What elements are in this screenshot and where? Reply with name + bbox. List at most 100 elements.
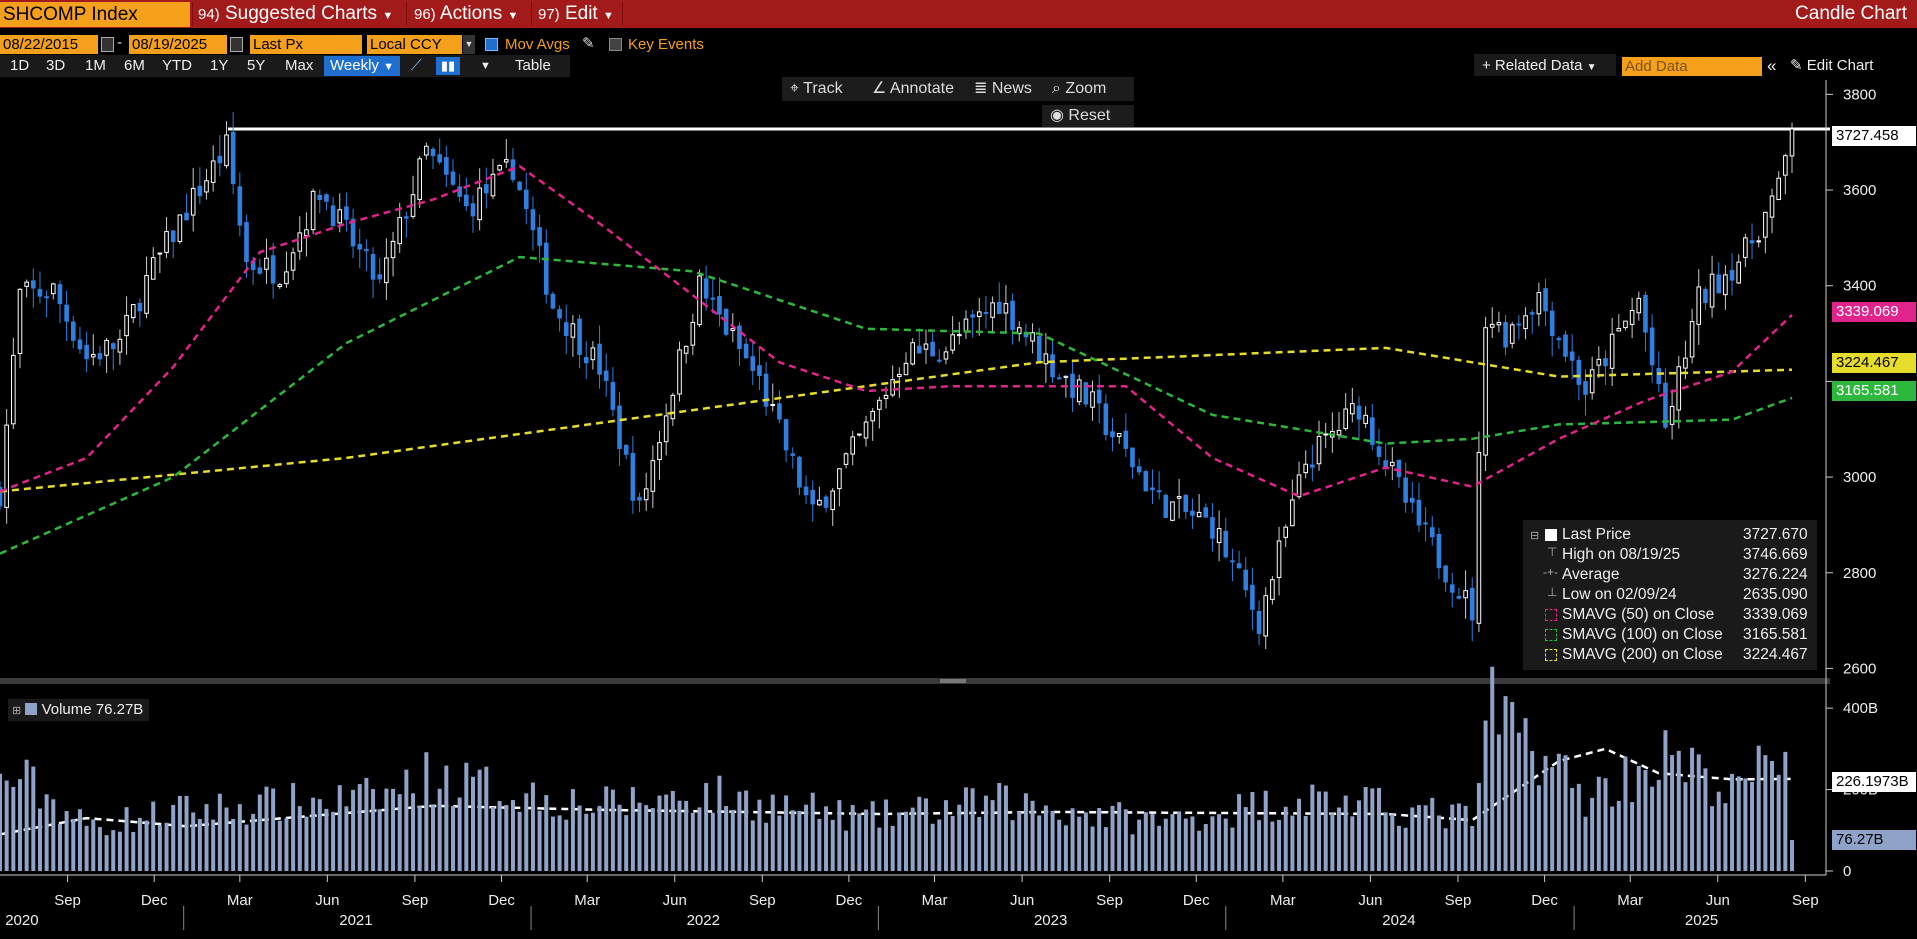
related-data-button[interactable]: + Related Data ▼: [1482, 56, 1597, 76]
period-max[interactable]: Max: [285, 57, 314, 74]
volume-last-tag: 76.27B: [1832, 830, 1916, 850]
candle-body: [1256, 611, 1262, 634]
period-5y[interactable]: 5Y: [247, 57, 266, 74]
candle-chart-icon[interactable]: ▮▮: [436, 57, 460, 75]
candle-body: [1543, 288, 1548, 312]
reset-button[interactable]: ◉ Reset: [1042, 105, 1134, 127]
candle-body: [863, 421, 869, 439]
x-tick-label: Jun: [1010, 892, 1034, 909]
mov-avgs-checkbox[interactable]: [485, 38, 498, 56]
sma100-tag: 3165.581: [1832, 381, 1916, 401]
track-button[interactable]: ⌖ Track: [782, 77, 878, 101]
volume-bar: [1077, 816, 1082, 871]
volume-bar: [337, 785, 342, 871]
caret-down-icon[interactable]: ▼: [463, 35, 475, 54]
news-button[interactable]: ≣ News: [966, 77, 1058, 101]
x-tick-label: Dec: [488, 892, 515, 909]
volume-bar: [864, 809, 869, 871]
candle-body: [437, 154, 442, 163]
candle-body: [1749, 240, 1755, 244]
menu-label: Actions: [439, 3, 503, 24]
field-select[interactable]: Last Px: [250, 35, 362, 54]
volume-swatch: [25, 703, 38, 715]
volume-bar: [1716, 791, 1721, 871]
volume-bar: [351, 789, 356, 871]
line-chart-icon[interactable]: ⟋: [411, 57, 422, 74]
mov-avgs-label[interactable]: Mov Avgs: [505, 36, 570, 53]
volume-bar: [1590, 797, 1595, 871]
candle-body: [1529, 312, 1535, 315]
candle-body: [1509, 324, 1515, 344]
volume-bar: [1676, 750, 1681, 871]
zoom-button[interactable]: ⌕ Zoom: [1044, 77, 1134, 101]
frequency-select[interactable]: Weekly ▼: [324, 56, 400, 76]
volume-bar: [1616, 800, 1621, 871]
candle-body: [1469, 587, 1475, 621]
volume-bar: [197, 818, 202, 871]
candle-body: [910, 342, 915, 365]
period-6m[interactable]: 6M: [124, 57, 145, 74]
period-ytd[interactable]: YTD: [162, 57, 192, 74]
news-label: News: [991, 80, 1032, 97]
period-1m[interactable]: 1M: [85, 57, 106, 74]
sma50-line: [0, 164, 1793, 498]
candle-body: [197, 185, 203, 197]
volume-bar: [157, 824, 162, 871]
ticker-field[interactable]: SHCOMP Index: [0, 2, 190, 27]
currency-select[interactable]: Local CCY: [367, 35, 462, 54]
volume-bar: [31, 766, 36, 871]
start-date-input[interactable]: 08/22/2015: [0, 35, 98, 54]
candle-body: [1429, 527, 1435, 538]
volume-bar: [757, 799, 762, 871]
candle-body: [37, 289, 43, 297]
volume-y-tick-label: 0: [1843, 863, 1851, 880]
period-1y[interactable]: 1Y: [210, 57, 229, 74]
candle-body: [1523, 315, 1528, 330]
edit-chart-button[interactable]: ✎ Edit Chart: [1790, 56, 1873, 76]
volume-bar: [697, 807, 702, 871]
key-events-label[interactable]: Key Events: [628, 36, 704, 53]
y-tick-label: 3400: [1843, 278, 1876, 295]
edit-menu[interactable]: 97) Edit ▼: [538, 0, 614, 28]
candle-body: [1210, 517, 1215, 539]
volume-bar: [1416, 805, 1421, 871]
expand-icon[interactable]: ⊞: [12, 705, 22, 717]
volume-bar: [897, 812, 902, 871]
last-price-tag: 3727.458: [1832, 126, 1916, 146]
end-date-input[interactable]: 08/19/2025: [129, 35, 227, 54]
caret-down-icon: ▼: [1586, 62, 1597, 73]
caret-down-icon[interactable]: ▼: [480, 60, 491, 72]
collapse-icon[interactable]: «: [1767, 56, 1777, 75]
frequency-label: Weekly: [330, 57, 379, 74]
candle-body: [50, 283, 56, 295]
volume-bar: [510, 800, 515, 871]
volume-bar: [910, 807, 915, 871]
annotate-button[interactable]: ∠ Annotate: [864, 77, 980, 101]
pencil-icon[interactable]: ✎: [582, 35, 595, 52]
volume-bar: [737, 791, 742, 871]
calendar-icon[interactable]: [230, 37, 243, 52]
volume-bar: [437, 788, 442, 871]
collapse-icon[interactable]: ⊟: [1530, 530, 1540, 542]
caret-down-icon: ▼: [507, 10, 519, 22]
candle-body: [970, 314, 975, 318]
suggested-charts-menu[interactable]: 94) Suggested Charts ▼: [198, 0, 393, 28]
add-data-input[interactable]: Add Data: [1622, 57, 1762, 76]
volume-bar: [1003, 785, 1008, 871]
volume-bar: [457, 797, 462, 871]
period-1d[interactable]: 1D: [10, 57, 30, 74]
x-tick-label: Dec: [1531, 892, 1558, 909]
actions-menu[interactable]: 96) Actions ▼: [414, 0, 518, 28]
x-tick-label: Dec: [836, 892, 863, 909]
volume-bar: [517, 811, 522, 871]
volume-bar: [550, 816, 555, 871]
calendar-icon[interactable]: [101, 37, 114, 52]
volume-bar: [117, 831, 122, 871]
period-3d[interactable]: 3D: [46, 57, 66, 74]
volume-bar: [251, 813, 256, 871]
volume-bar: [1596, 776, 1601, 871]
candle-body: [1723, 274, 1728, 296]
key-events-checkbox[interactable]: [609, 38, 622, 56]
volume-bar: [91, 819, 96, 871]
table-button[interactable]: Table: [515, 57, 551, 74]
